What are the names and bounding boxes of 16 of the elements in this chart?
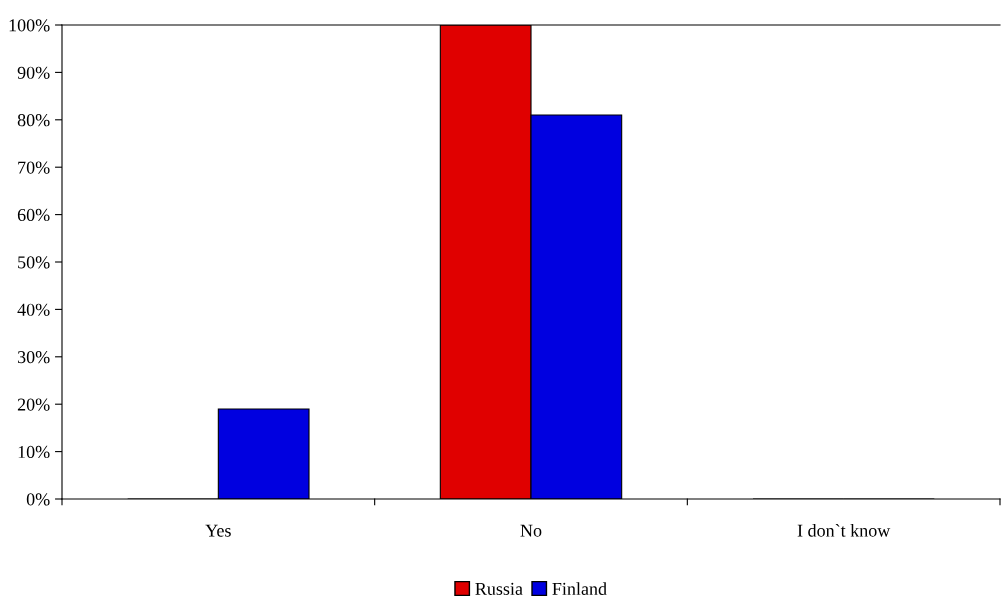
y-tick-label: 60% [17,208,50,222]
legend-label: Finland [552,582,607,595]
x-tick-label: No [520,524,542,537]
y-tick-label: 30% [17,351,50,364]
x-tick-label: I don`t know [797,523,891,537]
y-tick-label: 20% [17,398,50,411]
y-tick-label: 90% [17,66,50,79]
y-tick-label: 70% [18,161,50,174]
y-tick-label: 100% [9,19,50,32]
y-tick-label: 50% [18,256,50,269]
y-tick-label: 10% [18,445,50,459]
x-tick-label: Yes [205,524,231,537]
y-tick-label: 40% [17,303,50,316]
y-tick-label: 0% [26,493,50,506]
legend-label: Russia [475,582,523,595]
y-tick-label: 80% [17,114,50,127]
